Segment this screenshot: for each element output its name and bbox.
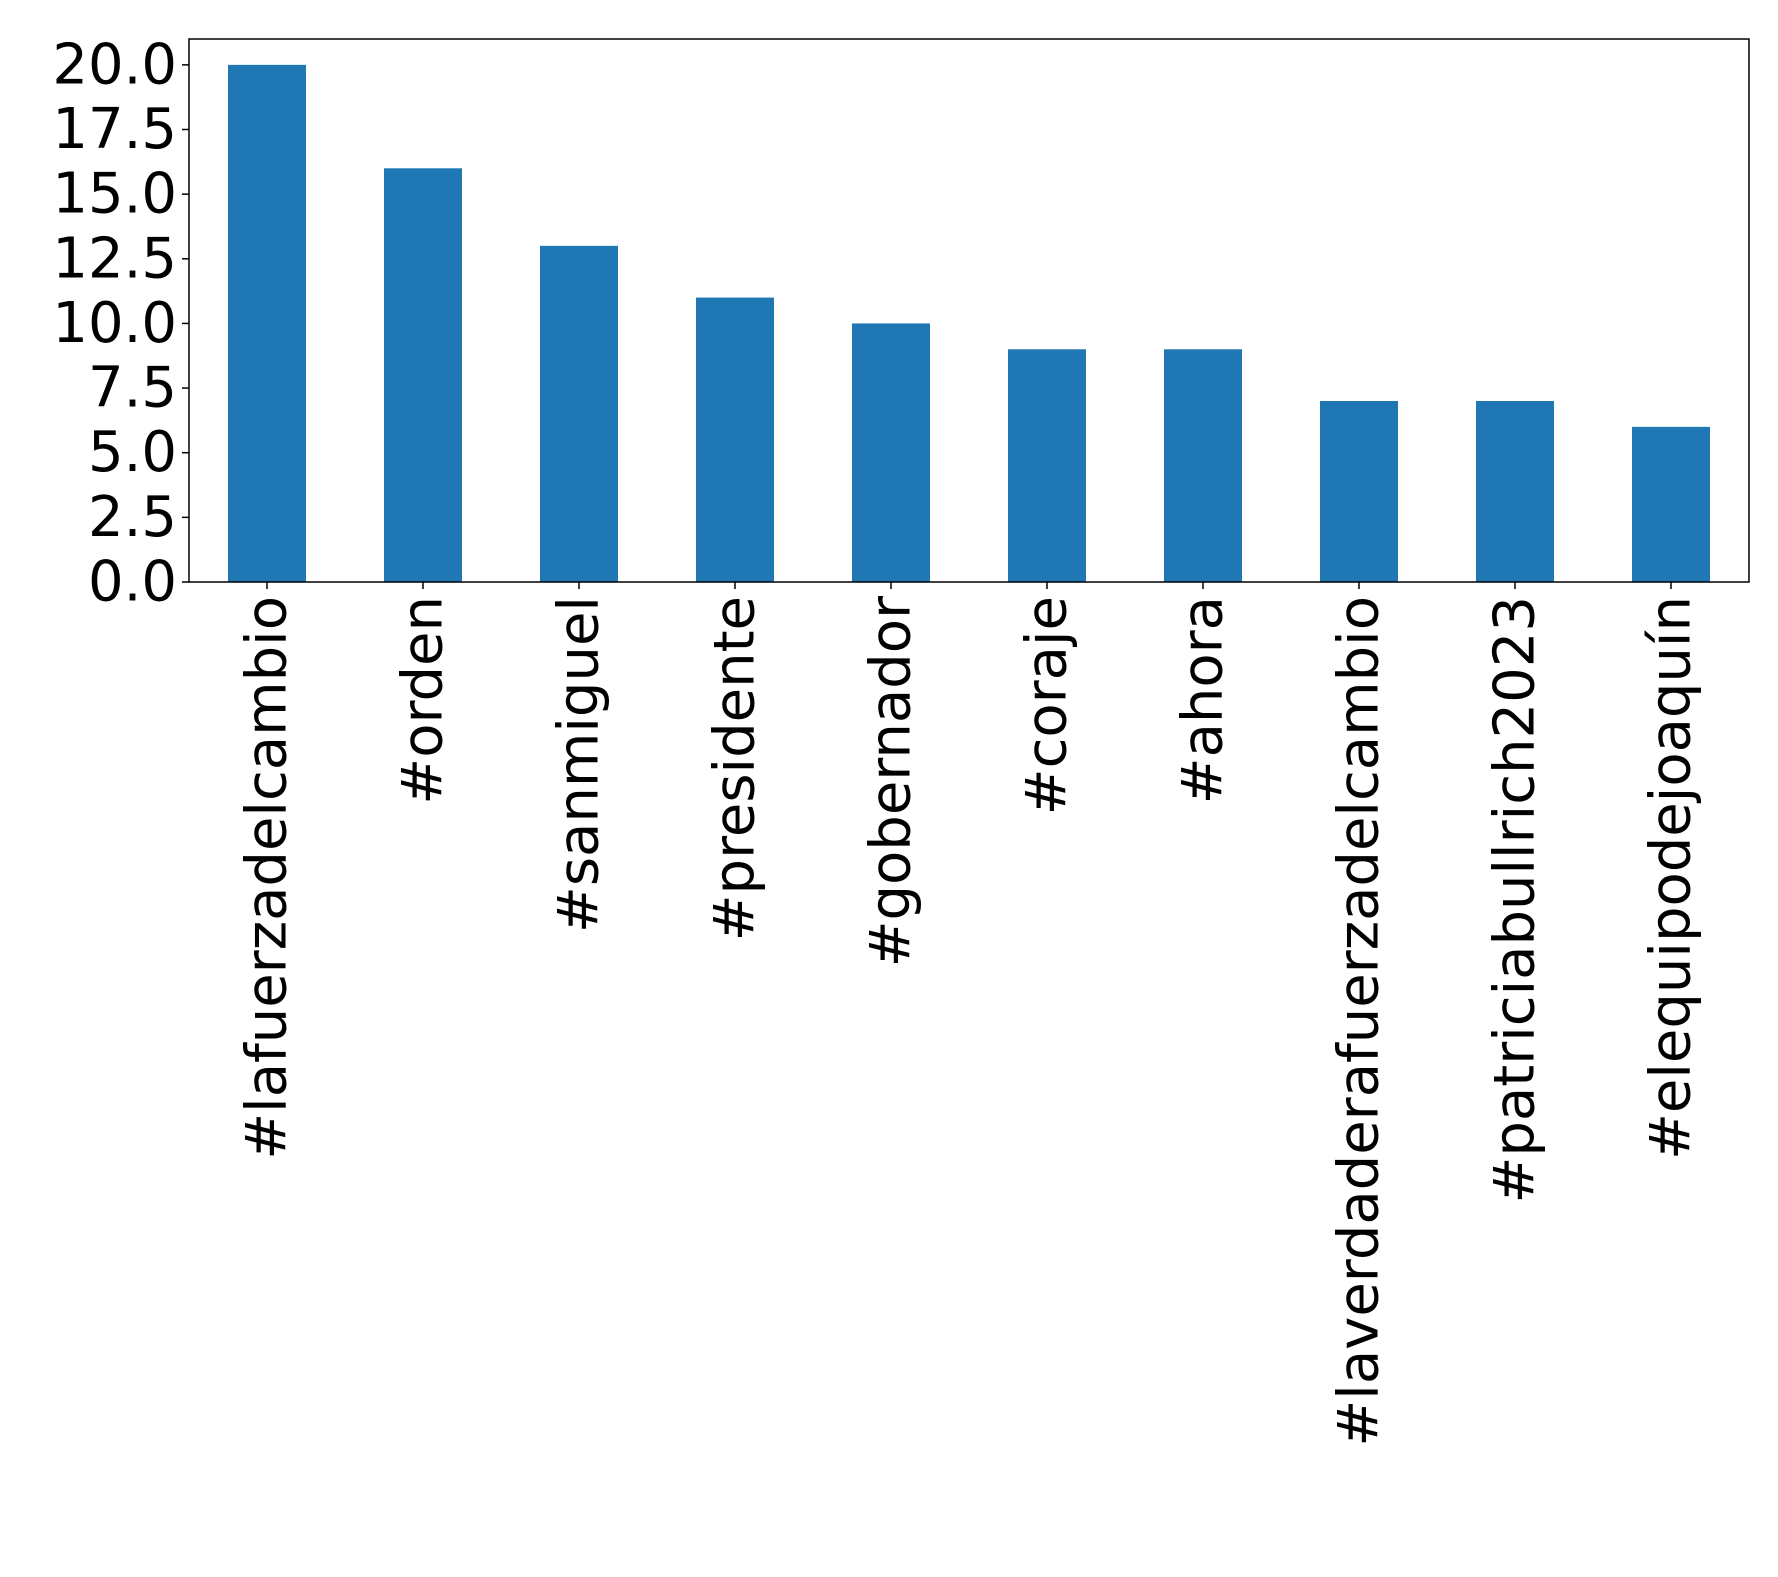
y-tick-label: 0.0	[88, 550, 177, 615]
x-tick-label: #patriciabullrich2023	[1483, 596, 1548, 1204]
y-tick-label: 12.5	[52, 226, 177, 291]
bar	[540, 245, 618, 582]
x-tick-label: #coraje	[1015, 596, 1080, 815]
x-tick-label: #gobernador	[859, 595, 924, 967]
bar	[384, 168, 462, 583]
y-tick-label: 15.0	[52, 162, 177, 227]
y-tick-label: 10.0	[52, 291, 177, 356]
y-tick-label: 20.0	[52, 32, 177, 97]
plot-frame	[188, 38, 1750, 583]
x-axis: #lafuerzadelcambio #orden #sanmiguel #presi…	[235, 582, 1704, 1447]
x-tick-label: #presidente	[703, 596, 768, 941]
bars-group	[228, 64, 1710, 583]
x-tick-label: #sanmiguel	[547, 596, 612, 933]
y-tick-label: 5.0	[88, 420, 177, 485]
x-tick-label: #laverdaderafuerzadelcambio	[1327, 596, 1392, 1447]
bar	[852, 323, 930, 582]
bar	[1164, 349, 1242, 582]
y-tick-label: 7.5	[88, 356, 177, 421]
y-tick-label: 17.5	[52, 97, 177, 162]
x-tick-label: #elequipodejoaquín	[1639, 596, 1704, 1160]
y-tick-label: 2.5	[88, 485, 177, 550]
bar	[1008, 349, 1086, 582]
x-tick-label: #lafuerzadelcambio	[235, 596, 300, 1160]
bar	[1320, 401, 1398, 582]
x-tick-label: #orden	[391, 596, 456, 805]
bar	[1476, 401, 1554, 582]
bar	[696, 297, 774, 582]
bar	[1632, 426, 1710, 582]
x-tick-label: #ahora	[1171, 596, 1236, 804]
y-axis: 0.02.55.07.510.012.515.017.520.0	[52, 32, 189, 615]
bar	[228, 64, 306, 583]
